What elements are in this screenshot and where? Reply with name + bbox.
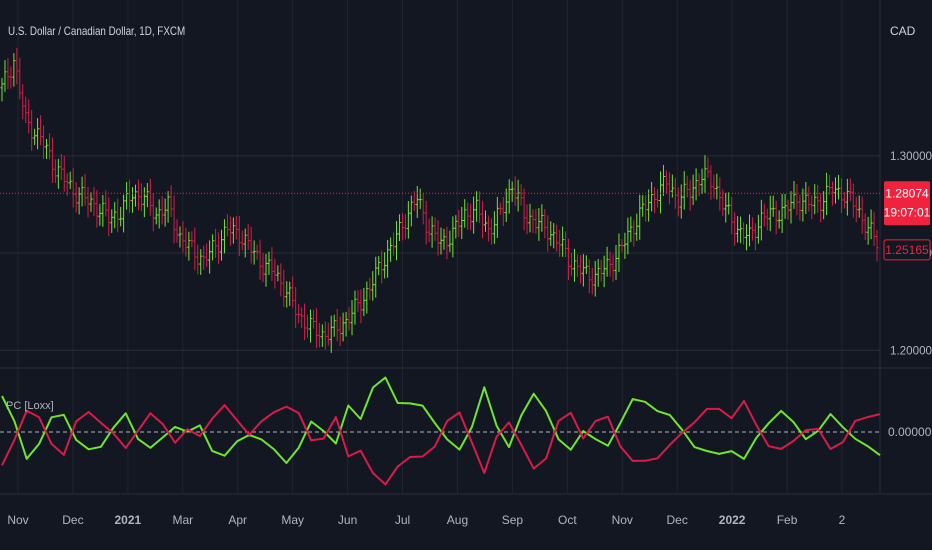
secondary-badge-value: 1.25165 (885, 243, 929, 257)
x-tick-label: Dec (62, 513, 83, 527)
x-tick-label: Mar (172, 513, 193, 527)
x-tick-label: Apr (228, 513, 247, 527)
indicator-label[interactable]: PC [Loxx] (6, 400, 54, 412)
chart-title: U.S. Dollar / Canadian Dollar, 1D, FXCM (8, 24, 186, 38)
x-tick-label: May (281, 513, 304, 527)
x-tick-label: Nov (612, 513, 633, 527)
x-tick-label: Jul (395, 513, 410, 527)
y-tick-label: 1.20000 (890, 343, 932, 357)
x-tick-label: Jun (338, 513, 357, 527)
x-tick-label: 2 (839, 513, 846, 527)
x-tick-label: Feb (777, 513, 798, 527)
x-tick-label: Nov (7, 513, 28, 527)
indicator-y-tick: 0.00000 (888, 425, 932, 439)
price-badge-countdown: 19:07:01 (884, 205, 931, 219)
currency-label: CAD (890, 24, 916, 38)
price-badge (884, 181, 930, 226)
x-tick-label: Oct (558, 513, 577, 527)
x-tick-label: Aug (447, 513, 468, 527)
x-tick-label: 2022 (719, 513, 746, 527)
x-tick-label: Sep (502, 513, 524, 527)
secondary-badge (883, 239, 931, 261)
indicator-line-green (1, 376, 881, 464)
x-tick-label: Dec (667, 513, 688, 527)
y-tick-label: 1.30000 (890, 149, 932, 163)
price-badge-value: 1.28074 (885, 186, 929, 200)
indicator-line-red (1, 399, 881, 486)
x-tick-label: 2021 (115, 513, 142, 527)
